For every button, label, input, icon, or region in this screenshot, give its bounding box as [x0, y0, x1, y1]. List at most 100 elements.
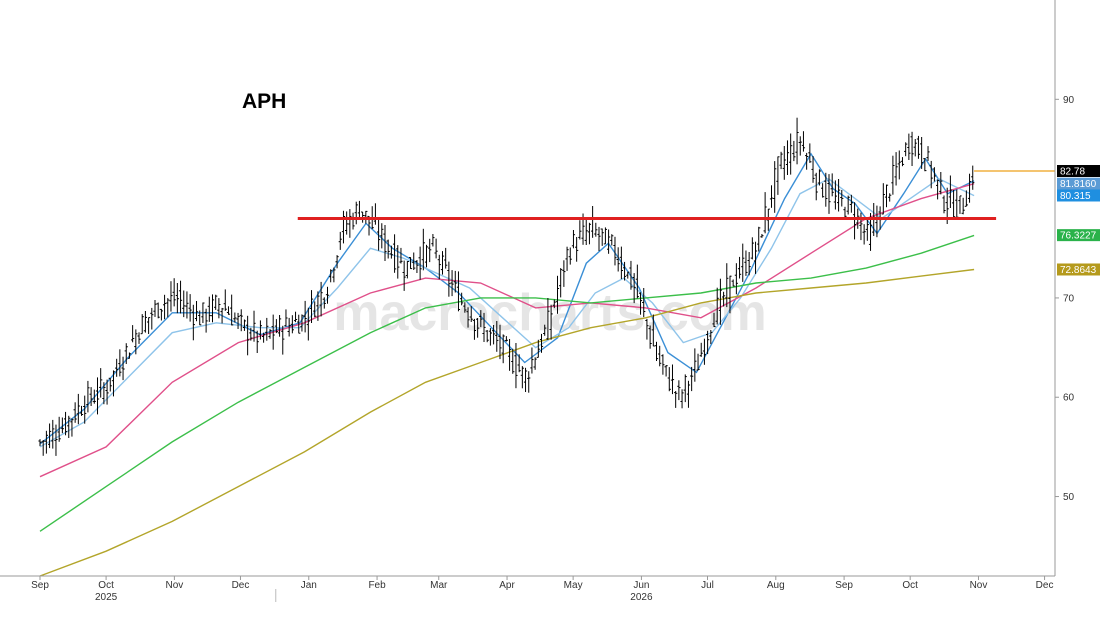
price-bar: [699, 342, 703, 357]
price-bar: [268, 329, 272, 339]
price-bar: [220, 307, 224, 324]
price-bar: [776, 156, 780, 195]
y-tick-label: 90: [1063, 95, 1075, 106]
price-bar: [900, 157, 905, 167]
price-bar: [571, 230, 576, 249]
price-bar: [530, 347, 534, 374]
price-bar: [715, 287, 719, 325]
price-bar: [798, 136, 802, 156]
price-bar: [830, 173, 834, 197]
price-bar: [670, 364, 675, 395]
price-bar: [971, 165, 975, 190]
price-bar: [271, 314, 275, 350]
price-bar: [178, 280, 183, 314]
price-bar: [507, 339, 512, 371]
price-bar: [242, 319, 247, 331]
price-bar: [734, 263, 738, 295]
price-bar: [214, 294, 218, 310]
price-bar: [297, 314, 301, 334]
price-bar: [121, 356, 125, 381]
price-bar: [434, 238, 438, 259]
price-bar: [41, 440, 45, 456]
price-bar: [750, 237, 754, 260]
price-bar: [622, 261, 627, 281]
price-bar: [897, 150, 901, 180]
price-bar: [709, 330, 713, 345]
price-bar: [76, 393, 80, 425]
x-tick-label: May: [564, 580, 583, 591]
price-bar: [172, 278, 176, 307]
series-line-ma_olive: [39, 268, 975, 577]
price-bar: [562, 260, 566, 287]
price-bar: [789, 133, 793, 175]
price-bar: [680, 389, 684, 409]
price-bar: [533, 357, 537, 370]
price-bar: [948, 175, 952, 208]
price-bar: [469, 306, 473, 322]
x-tick-label: Jan: [301, 580, 317, 591]
price-bar: [198, 310, 202, 326]
series-line-ma_pink: [39, 183, 975, 478]
price-bar: [763, 192, 767, 234]
price-bar: [450, 270, 454, 297]
price-bar: [134, 329, 138, 355]
price-bar: [693, 348, 697, 382]
x-tick-label: Sep: [31, 580, 49, 591]
price-bar: [332, 267, 336, 283]
price-bar: [405, 261, 409, 279]
price-bar: [785, 140, 790, 175]
price-bar: [466, 307, 470, 328]
price-bar: [444, 247, 448, 269]
price-bar: [760, 234, 764, 238]
price-bar: [737, 256, 742, 279]
price-bar: [827, 174, 831, 214]
price-bar: [833, 180, 837, 210]
price-bar: [626, 271, 630, 279]
price-bar: [386, 239, 390, 259]
y-value-tag-label: 82.78: [1060, 167, 1085, 178]
price-bar: [460, 292, 464, 306]
price-bar: [421, 228, 425, 271]
price-bars: [38, 117, 975, 456]
price-bar: [523, 367, 528, 392]
price-bar: [472, 318, 477, 340]
y-tick-label: 60: [1063, 393, 1075, 404]
price-bar: [539, 333, 544, 353]
price-bar: [721, 291, 726, 307]
price-bar: [306, 307, 310, 341]
price-bar: [70, 418, 74, 437]
price-bar: [712, 312, 716, 328]
price-bar: [456, 271, 461, 312]
price-bar: [606, 229, 611, 254]
price-bar: [79, 405, 84, 416]
price-bar: [821, 183, 825, 198]
price-bar: [910, 131, 914, 166]
price-bar: [559, 268, 563, 298]
price-bar: [891, 155, 895, 195]
price-bar: [431, 234, 435, 247]
price-bar: [731, 279, 735, 287]
price-bar: [613, 236, 617, 266]
price-bar: [485, 330, 489, 343]
price-bar: [932, 167, 937, 182]
price-bar: [817, 169, 822, 186]
price-bar: [843, 206, 847, 218]
price-bar: [677, 380, 681, 401]
x-tick-label: Jul: [701, 580, 714, 591]
price-bar: [920, 137, 924, 169]
x-tick-label: Feb: [368, 580, 386, 591]
price-bar: [862, 224, 866, 245]
price-bar: [392, 234, 397, 273]
price-bar: [629, 260, 633, 290]
y-value-tag-label: 81.8160: [1060, 179, 1097, 190]
price-bar: [939, 172, 943, 195]
price-bar: [293, 311, 298, 323]
price-bar: [95, 377, 100, 415]
price-bar: [274, 319, 278, 334]
price-bar: [747, 252, 751, 276]
price-bar: [779, 151, 783, 170]
price-bar: [568, 247, 572, 265]
price-bar: [741, 243, 745, 282]
price-bar: [143, 311, 148, 333]
y-value-tag: 81.8160: [1057, 177, 1100, 190]
